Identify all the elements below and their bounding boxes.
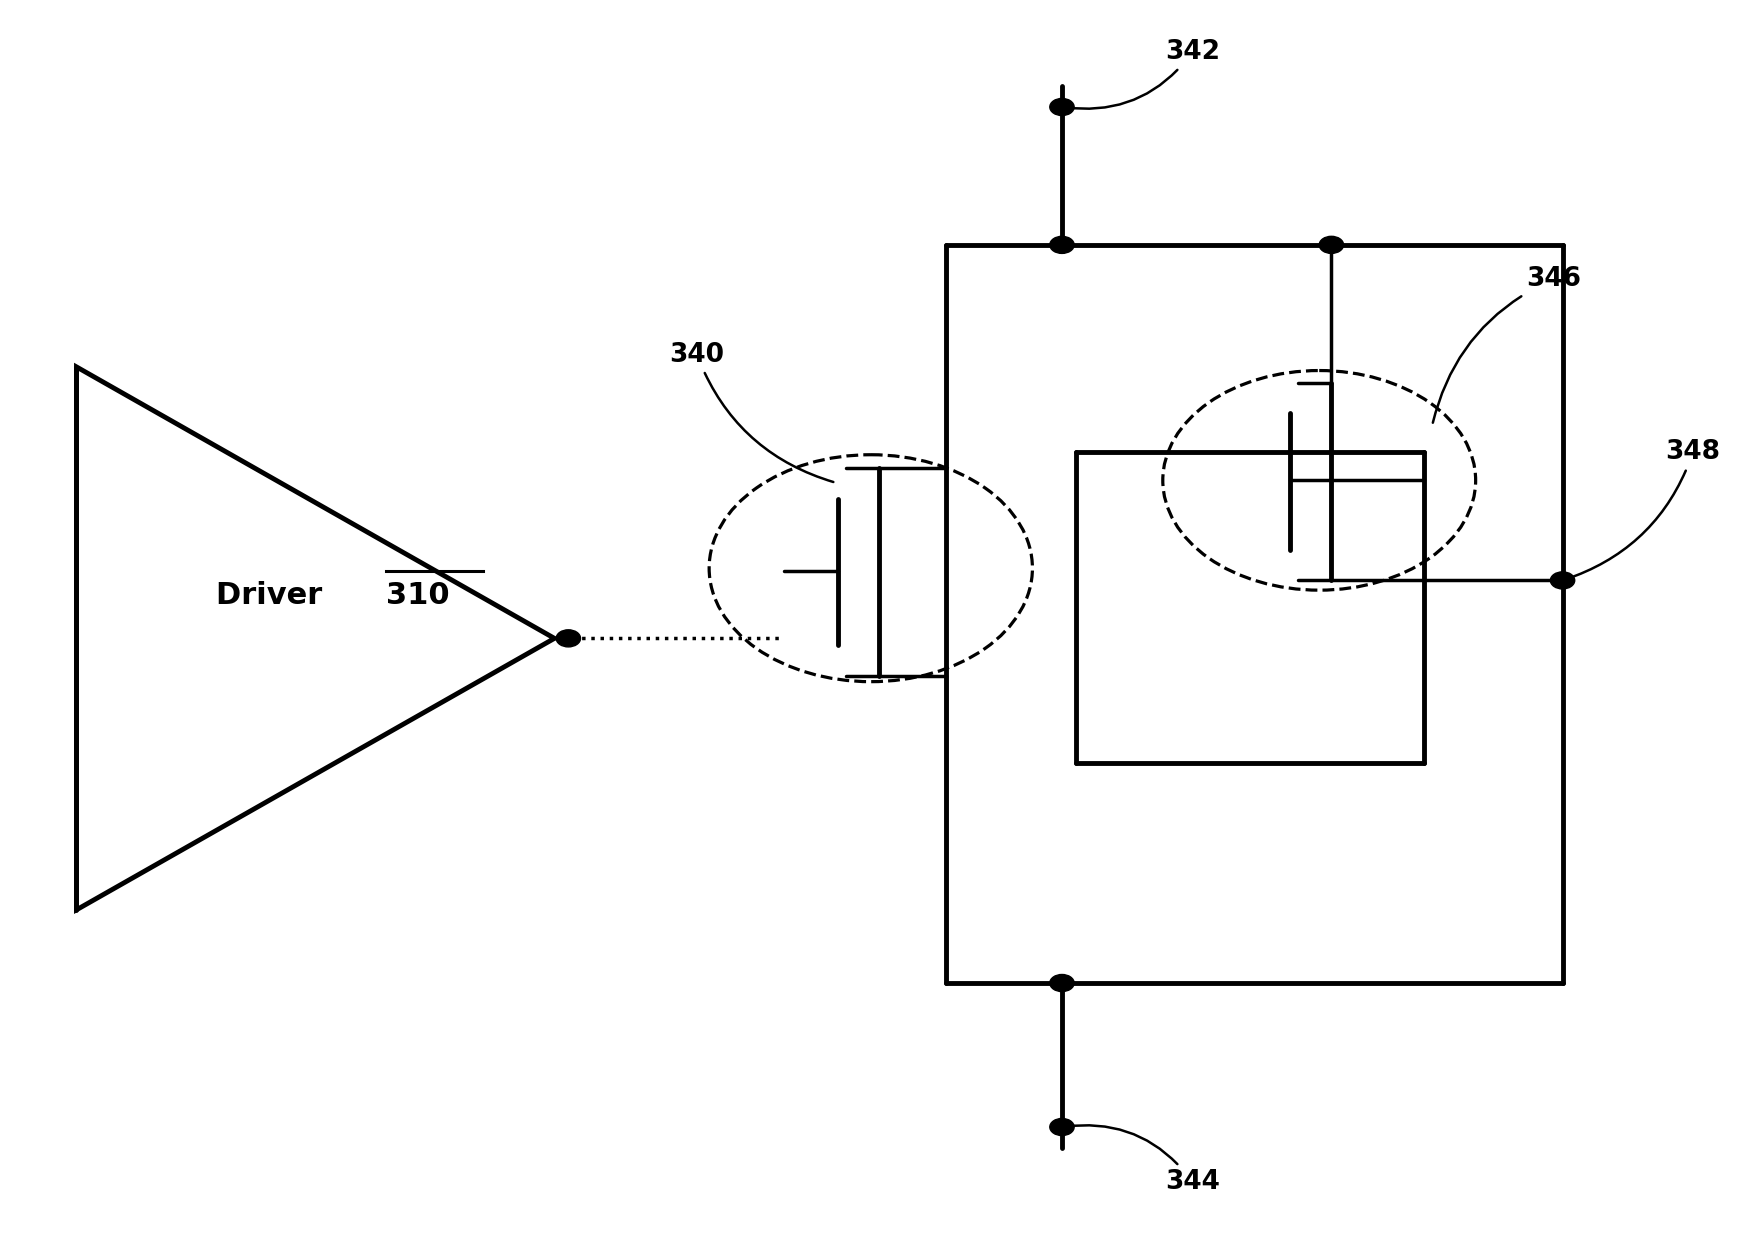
Text: Driver: Driver	[215, 580, 333, 610]
Circle shape	[1049, 99, 1074, 116]
Circle shape	[1049, 1118, 1074, 1135]
Text: 346: 346	[1433, 267, 1582, 423]
Circle shape	[1319, 237, 1344, 253]
Text: 348: 348	[1565, 439, 1720, 580]
Text: 340: 340	[669, 342, 834, 482]
Text: 342: 342	[1065, 39, 1219, 109]
Text: 310: 310	[385, 580, 450, 610]
Circle shape	[1049, 975, 1074, 992]
Circle shape	[1049, 237, 1074, 253]
Circle shape	[555, 629, 580, 647]
Circle shape	[1551, 571, 1575, 589]
Text: 344: 344	[1065, 1125, 1219, 1195]
